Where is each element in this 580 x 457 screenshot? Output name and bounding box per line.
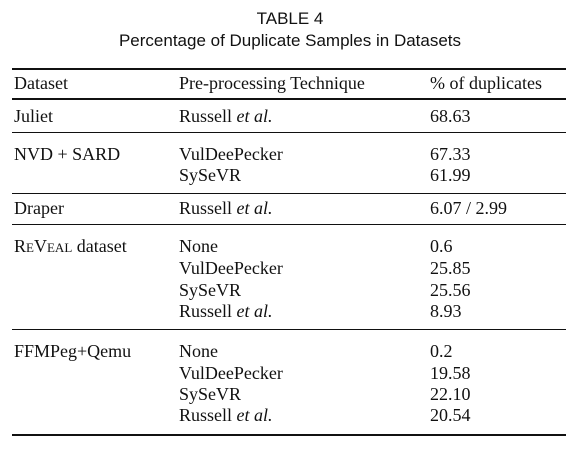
technique-cell: SySeVR xyxy=(179,280,242,300)
technique-cell: VulDeePecker xyxy=(179,258,283,278)
table-caption-title: Percentage of Duplicate Samples in Datas… xyxy=(118,31,462,50)
header-duplicates: % of duplicates xyxy=(430,73,542,93)
dataset-reveal: REVEAL dataset xyxy=(14,236,127,258)
technique-cell: Russell et al. xyxy=(179,405,273,425)
technique-cell: VulDeePecker xyxy=(179,144,283,164)
bottom-rule xyxy=(12,434,566,436)
value-cell: 25.56 xyxy=(430,280,471,300)
dataset-nvd-sard: NVD + SARD xyxy=(14,144,121,164)
top-rule xyxy=(12,68,566,70)
value-cell: 8.93 xyxy=(430,301,462,321)
technique-cell: Russell et al. xyxy=(179,198,273,218)
value-cell: 19.58 xyxy=(430,363,471,383)
technique-cell: None xyxy=(179,341,218,361)
dataset-reveal-label: REVEAL dataset xyxy=(14,236,127,256)
technique-cell: VulDeePecker xyxy=(179,363,283,383)
header-rule xyxy=(12,98,566,100)
table-caption-number: TABLE 4 xyxy=(256,9,324,28)
value-cell: 0.6 xyxy=(430,236,453,256)
value-cell: 6.07 / 2.99 xyxy=(430,198,508,218)
dataset-draper: Draper xyxy=(14,198,64,218)
technique-cell: SySeVR xyxy=(179,165,242,185)
value-cell: 25.85 xyxy=(430,258,471,278)
technique-cell: SySeVR xyxy=(179,384,242,404)
group-rule xyxy=(12,329,566,330)
technique-cell: None xyxy=(179,236,218,256)
value-cell: 20.54 xyxy=(430,405,471,425)
value-cell: 67.33 xyxy=(430,144,471,164)
dataset-juliet: Juliet xyxy=(14,106,53,126)
technique-cell: Russell et al. xyxy=(179,106,273,126)
value-cell: 0.2 xyxy=(430,341,453,361)
header-technique: Pre-processing Technique xyxy=(179,73,365,93)
group-rule xyxy=(12,132,566,133)
value-cell: 22.10 xyxy=(430,384,471,404)
group-rule xyxy=(12,193,566,194)
value-cell: 61.99 xyxy=(430,165,471,185)
technique-cell: Russell et al. xyxy=(179,301,273,321)
header-dataset: Dataset xyxy=(14,73,68,93)
group-rule xyxy=(12,224,566,225)
dataset-ffmpeg-qemu: FFMPeg+Qemu xyxy=(14,341,132,361)
value-cell: 68.63 xyxy=(430,106,471,126)
